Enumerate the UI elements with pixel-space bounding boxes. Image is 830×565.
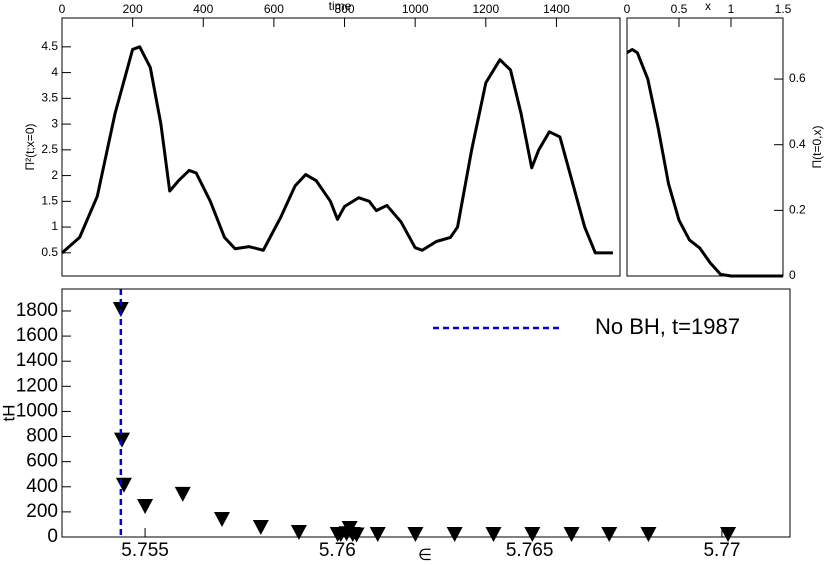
y-tick-label: 1000 — [16, 400, 58, 421]
data-marker — [407, 526, 424, 542]
data-marker — [137, 498, 154, 514]
x-tick-label: 600 — [264, 2, 284, 16]
data-marker — [348, 527, 365, 543]
y-tick-label: 0.6 — [789, 71, 806, 85]
y-tick-label: 1600 — [16, 325, 58, 346]
data-marker — [369, 526, 386, 542]
x-axis-label: time — [329, 0, 352, 13]
x-axis-label: ∈ — [418, 547, 432, 564]
plot-frame — [626, 17, 784, 277]
x-tick-label: 1000 — [402, 2, 429, 16]
data-marker — [174, 486, 191, 502]
y-tick-label: 1400 — [16, 350, 58, 371]
x-axis-label: x — [705, 0, 711, 13]
x-tick-label: 0.5 — [671, 2, 688, 16]
data-marker — [252, 519, 269, 535]
y-tick-label: 1 — [51, 219, 58, 233]
plot-frame — [61, 17, 621, 277]
y-tick-label: 1.5 — [41, 194, 58, 208]
y-tick-label: 3.5 — [41, 91, 58, 105]
y-tick-label: 4 — [51, 65, 58, 79]
data-marker — [720, 526, 737, 542]
data-marker — [115, 477, 132, 493]
y-tick-label: 0.4 — [789, 137, 806, 151]
y-tick-label: 3 — [51, 116, 58, 130]
legend-label: No BH, t=1987 — [595, 314, 740, 339]
x-tick-label: 0 — [624, 2, 631, 16]
x-tick-label: 0 — [59, 2, 66, 16]
y-tick-label: 1200 — [16, 375, 58, 396]
data-marker — [485, 526, 502, 542]
data-marker — [640, 526, 657, 542]
y-axis-label: Π²(t;x=0) — [23, 123, 37, 170]
data-marker — [446, 526, 463, 542]
x-tick-label: 1 — [728, 2, 735, 16]
data-line — [61, 45, 613, 255]
data-marker — [213, 512, 230, 528]
y-tick-label: 800 — [26, 426, 58, 447]
plot-frame — [61, 288, 791, 538]
y-axis-label: Π(t=0,x) — [810, 125, 824, 168]
x-tick-label: 200 — [123, 2, 143, 16]
x-tick-label: 1200 — [472, 2, 499, 16]
x-tick-label: 5.77 — [703, 540, 740, 561]
y-tick-label: 4.5 — [41, 39, 58, 53]
y-tick-label: 1800 — [16, 300, 58, 321]
y-tick-label: 0.5 — [41, 245, 58, 259]
y-tick-label: 2.5 — [41, 142, 58, 156]
y-tick-label: 200 — [26, 501, 58, 522]
x-tick-label: 800 — [335, 2, 355, 16]
data-marker — [601, 526, 618, 542]
y-tick-label: 0.2 — [789, 203, 806, 217]
x-tick-label: 1400 — [543, 2, 570, 16]
x-tick-label: 5.76 — [319, 540, 356, 561]
x-tick-label: 5.765 — [506, 540, 554, 561]
data-marker — [563, 526, 580, 542]
x-tick-label: 400 — [193, 2, 213, 16]
y-tick-label: 400 — [26, 476, 58, 497]
y-tick-label: 2 — [51, 168, 58, 182]
y-tick-label: 0 — [789, 268, 796, 282]
data-line — [626, 48, 783, 278]
y-tick-label: 600 — [26, 451, 58, 472]
data-marker — [290, 524, 307, 540]
x-tick-label: 1.5 — [775, 2, 792, 16]
x-tick-label: 5.755 — [121, 540, 169, 561]
data-marker — [524, 526, 541, 542]
y-axis-label: tH — [0, 405, 18, 422]
y-tick-label: 0 — [47, 526, 58, 547]
